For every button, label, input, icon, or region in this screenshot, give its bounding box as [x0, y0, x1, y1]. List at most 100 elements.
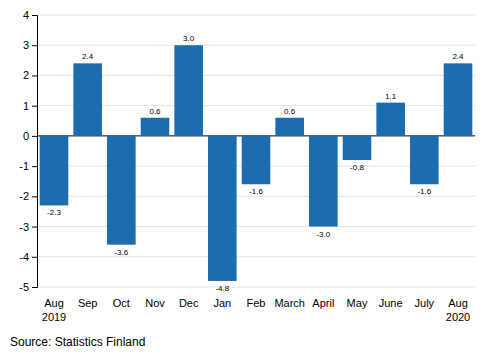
- x-tick-label: May: [347, 297, 368, 309]
- x-tick: Dec: [179, 297, 199, 309]
- y-tick-label: -5: [19, 281, 29, 293]
- y-axis-line: [32, 16, 38, 288]
- y-tick-mark: [32, 136, 37, 137]
- bar: [174, 45, 203, 136]
- data-label: 0.6: [284, 107, 296, 116]
- data-label: -2.3: [47, 208, 61, 217]
- y-tick-mark: [32, 227, 37, 228]
- y-tick-label: 2: [23, 69, 29, 81]
- bar: [410, 136, 439, 184]
- grid-line: [37, 75, 475, 76]
- y-tick-mark: [32, 287, 37, 288]
- x-tick-label-line: June: [379, 297, 403, 309]
- x-axis: Aug 2019 Sep Oct Nov Dec Jan Feb March April May Ju…: [42, 297, 470, 323]
- bar: [444, 63, 473, 136]
- x-tick-label-line: Feb: [247, 297, 266, 309]
- y-tick-label: -1: [19, 160, 29, 172]
- x-tick-label-line: Aug: [44, 297, 64, 309]
- bar: [343, 136, 372, 160]
- grid-line: [37, 287, 475, 288]
- data-label: -1.6: [249, 187, 263, 196]
- x-tick: Oct: [113, 297, 130, 309]
- data-label: -1.6: [417, 187, 431, 196]
- x-tick-label: April: [312, 297, 334, 309]
- x-tick-label: Jan: [213, 297, 231, 309]
- x-tick-label-line: Nov: [145, 297, 165, 309]
- bars: [40, 45, 473, 281]
- bar: [309, 136, 338, 227]
- bar: [141, 118, 170, 136]
- y-tick: -2: [19, 190, 37, 202]
- x-tick-label-line: 2019: [42, 311, 66, 323]
- x-tick-label-line: April: [312, 297, 334, 309]
- grid-line: [37, 45, 475, 46]
- x-tick-label-line: Dec: [179, 297, 199, 309]
- bar: [376, 103, 405, 136]
- x-tick-label-line: March: [274, 297, 305, 309]
- x-tick-label: Nov: [145, 297, 165, 309]
- x-tick-label-line: May: [347, 297, 368, 309]
- data-label: 2.4: [452, 52, 464, 61]
- x-tick-label: July: [415, 297, 435, 309]
- data-label: -0.8: [350, 163, 364, 172]
- bar: [208, 136, 237, 281]
- x-tick: Aug 2020: [446, 297, 470, 323]
- chart: -2.32.4-3.60.63.0-4.8-1.60.6-3.0-0.81.1-…: [0, 0, 493, 360]
- y-tick-mark: [32, 75, 37, 76]
- source: Source: Statistics Finland: [10, 335, 145, 349]
- x-tick-label-line: Oct: [113, 297, 130, 309]
- y-tick-label: -3: [19, 221, 29, 233]
- x-tick-label: Aug 2020: [446, 297, 470, 323]
- x-tick-label: Sep: [78, 297, 98, 309]
- x-tick-label-line: Sep: [78, 297, 98, 309]
- y-tick: 2: [23, 69, 37, 81]
- x-tick-label-line: 2020: [446, 311, 470, 323]
- y-tick-label: 3: [23, 39, 29, 51]
- x-tick: Jan: [213, 297, 231, 309]
- y-tick: 4: [23, 9, 37, 21]
- grid-line: [37, 256, 475, 257]
- x-tick-label-line: Aug: [448, 297, 468, 309]
- grid-line: [37, 105, 475, 106]
- data-label: 0.6: [149, 107, 161, 116]
- bar: [73, 63, 102, 136]
- y-tick-label: 4: [23, 9, 29, 21]
- data-label: -3.6: [114, 248, 128, 257]
- y-tick-mark: [32, 15, 37, 16]
- data-labels: -2.32.4-3.60.63.0-4.8-1.60.6-3.0-0.81.1-…: [47, 34, 464, 293]
- x-tick: July: [415, 297, 435, 309]
- data-label: -4.8: [215, 284, 229, 293]
- y-tick: 0: [23, 130, 37, 142]
- x-tick: Sep: [78, 297, 98, 309]
- y-tick: -1: [19, 160, 37, 172]
- y-tick: -4: [19, 251, 37, 263]
- y-tick-mark: [32, 257, 37, 258]
- y-tick-label: -4: [19, 251, 29, 263]
- y-tick-mark: [32, 106, 37, 107]
- y-tick: 3: [23, 39, 37, 51]
- data-label: 1.1: [385, 92, 397, 101]
- x-tick: April: [312, 297, 334, 309]
- y-tick-mark: [32, 45, 37, 46]
- bar: [275, 118, 304, 136]
- y-tick-label: 0: [23, 130, 29, 142]
- x-tick-label: March: [274, 297, 305, 309]
- x-tick: May: [347, 297, 368, 309]
- y-tick: 1: [23, 100, 37, 112]
- y-tick-label: 1: [23, 100, 29, 112]
- grid-line: [37, 226, 475, 227]
- data-label: 3.0: [183, 34, 195, 43]
- x-tick-label: Oct: [113, 297, 130, 309]
- bar: [107, 136, 136, 245]
- grid-line: [37, 15, 475, 16]
- data-label: 2.4: [82, 52, 94, 61]
- y-axis: -5 -4 -3 -2 -1 0 1 2 3 4: [19, 9, 37, 293]
- x-tick: Feb: [247, 297, 266, 309]
- x-tick-label: Feb: [247, 297, 266, 309]
- x-tick: Aug 2019: [42, 297, 66, 323]
- x-tick-label: Dec: [179, 297, 199, 309]
- y-tick: -5: [19, 281, 37, 293]
- x-tick-label-line: Jan: [213, 297, 231, 309]
- x-tick-label: June: [379, 297, 403, 309]
- y-tick-mark: [32, 166, 37, 167]
